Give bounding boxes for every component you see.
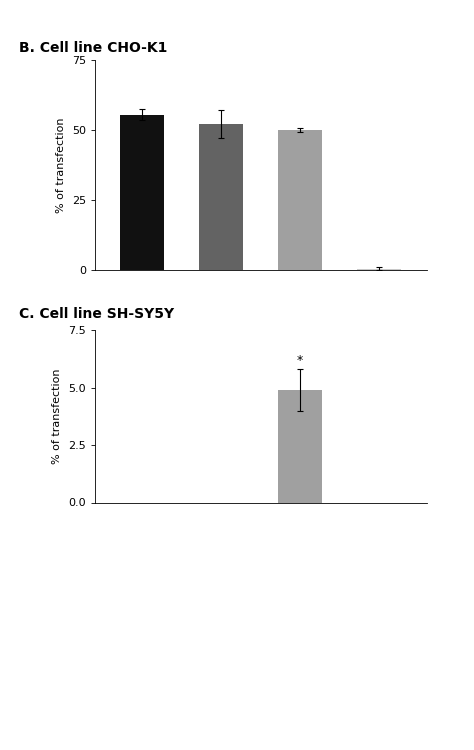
Bar (278, 130, 322, 270)
Text: B. Cell line CHO-K1: B. Cell line CHO-K1 (19, 41, 167, 56)
Text: *: * (297, 354, 303, 367)
Bar (120, 115, 164, 270)
Bar (357, 268, 401, 270)
Y-axis label: % of transfection: % of transfection (53, 368, 63, 464)
Bar (200, 124, 243, 270)
Text: C. Cell line SH-SY5Y: C. Cell line SH-SY5Y (19, 308, 174, 322)
Y-axis label: % of transfection: % of transfection (56, 117, 66, 213)
Bar (278, 390, 322, 502)
